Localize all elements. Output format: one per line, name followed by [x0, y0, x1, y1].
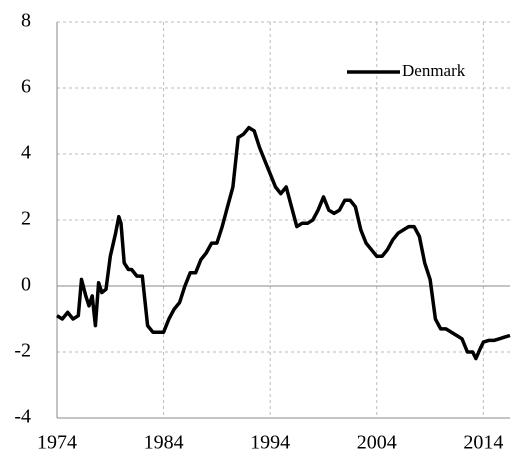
x-tick-label: 2004 [357, 432, 397, 454]
y-tick-label: 2 [21, 208, 31, 230]
y-tick-label: -2 [14, 340, 31, 362]
legend-label: Denmark [402, 61, 466, 80]
x-tick-label: 2014 [463, 432, 503, 454]
y-tick-label: -4 [14, 406, 31, 428]
x-tick-label: 1994 [250, 432, 290, 454]
y-tick-label: 0 [21, 274, 31, 296]
x-tick-label: 1984 [144, 432, 184, 454]
y-tick-label: 4 [21, 142, 31, 164]
y-tick-label: 8 [21, 10, 31, 32]
x-tick-label: 1974 [37, 432, 77, 454]
data-line [56, 125, 511, 361]
y-tick-label: 6 [21, 76, 31, 98]
